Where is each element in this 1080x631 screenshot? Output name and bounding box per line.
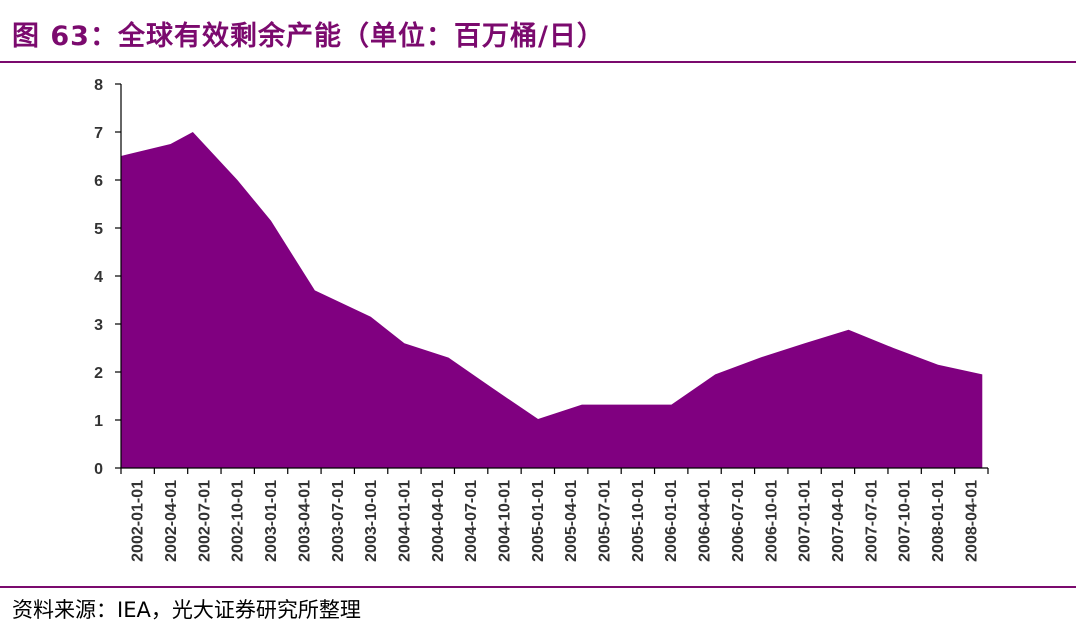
y-tick-label: 2 [94,365,103,382]
x-tick-label: 2002-07-01 [196,480,213,562]
y-tick-label: 4 [94,269,103,286]
capacity-area-chart: 0 1 2 3 4 5 6 7 8 2002-01-01 2002-04-01 2002-07-01… [94,77,989,562]
x-tick-label: 2004-07-01 [463,480,480,562]
x-tick-label: 2003-01-01 [263,480,280,562]
x-tick-label: 2007-10-01 [897,480,914,562]
x-tick-label: 2007-04-01 [830,480,847,562]
y-tick-label: 0 [94,461,103,478]
title-divider [0,61,1076,63]
y-tick-label: 5 [94,221,103,238]
plot-area [121,132,983,468]
x-tick-label: 2004-04-01 [430,480,447,562]
x-tick-label: 2003-07-01 [330,480,347,562]
x-tick-label: 2002-01-01 [130,480,147,562]
x-tick-label: 2007-07-01 [863,480,880,562]
source-note: 资料来源：IEA，光大证券研究所整理 [12,598,361,622]
x-tick-label: 2006-10-01 [763,480,780,562]
x-tick-label: 2002-04-01 [163,480,180,562]
x-tick-label: 2006-07-01 [730,480,747,562]
x-tick-label: 2008-01-01 [930,480,947,562]
y-tick-label: 6 [94,173,103,190]
x-tick-label: 2003-04-01 [296,480,313,562]
x-tick-label: 2005-01-01 [530,480,547,562]
x-tick-label: 2004-01-01 [396,480,413,562]
y-tick-label: 7 [94,125,103,142]
x-tick-label: 2007-01-01 [797,480,814,562]
x-tick-label: 2004-10-01 [496,480,513,562]
x-tick-label: 2005-07-01 [597,480,614,562]
x-tick-label: 2005-04-01 [563,480,580,562]
y-tick-label: 8 [94,77,103,94]
y-tick-label: 1 [94,413,103,430]
x-axis: 2002-01-01 2002-04-01 2002-07-01 2002-10-01… [120,467,989,562]
x-tick-label: 2003-10-01 [363,480,380,562]
x-tick-label: 2005-10-01 [630,480,647,562]
figure-title: 图 63：全球有效剩余产能（单位：百万桶/日） [12,21,605,52]
x-tick-label: 2008-04-01 [963,480,980,562]
y-tick-label: 3 [94,317,103,334]
y-axis: 0 1 2 3 4 5 6 7 8 [94,77,122,478]
x-tick-label: 2002-10-01 [230,480,247,562]
source-divider [0,586,1076,588]
capacity-area [121,132,983,468]
x-tick-label: 2006-01-01 [663,480,680,562]
x-tick-label: 2006-04-01 [697,480,714,562]
